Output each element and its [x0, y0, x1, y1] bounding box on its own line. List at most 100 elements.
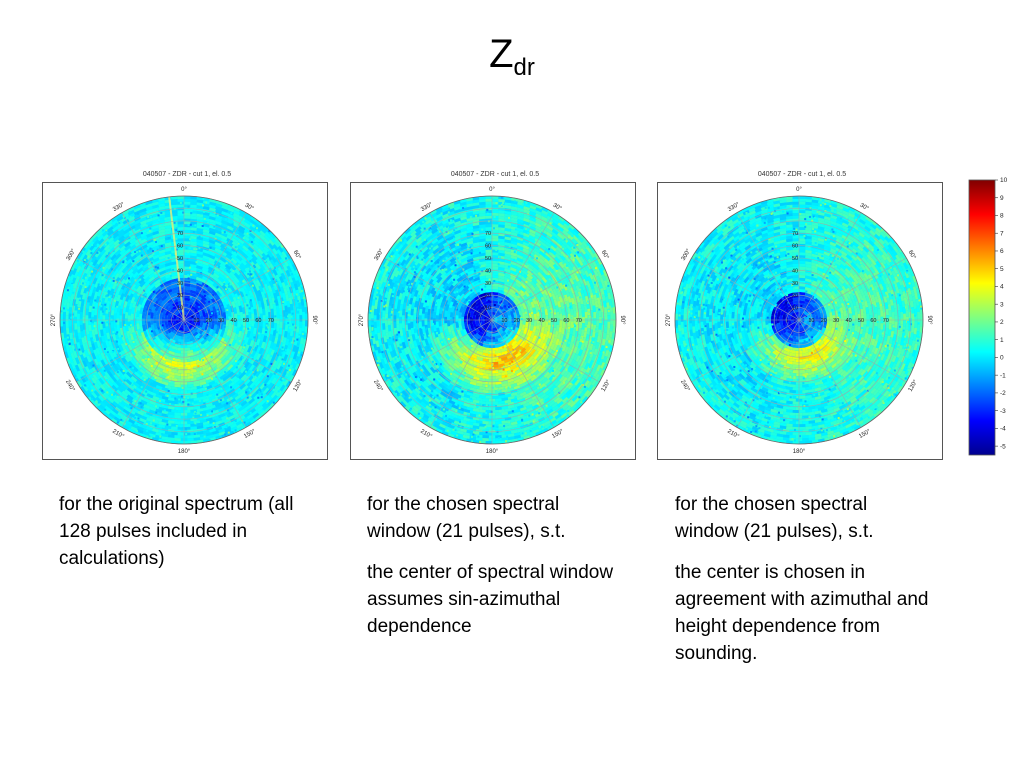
range-label-east: 70: [883, 318, 889, 324]
radar-ppi-plot-sin-azimuthal: 040507 - ZDR - cut 1, el. 0.5 10 10 20 20 30 3…: [350, 171, 636, 460]
azimuth-label: 150°: [551, 428, 565, 440]
range-label-north: 30: [177, 281, 183, 287]
azimuth-label: 330°: [727, 201, 741, 213]
azimuth-label: 300°: [66, 248, 78, 262]
azimuth-label: 180°: [793, 449, 806, 455]
range-label-east: 20: [514, 318, 520, 324]
azimuth-label: 240°: [679, 379, 691, 393]
azimuth-label: 0°: [796, 187, 802, 193]
range-label-north: 10: [177, 306, 183, 312]
colorbar-tick-label: 8: [1000, 213, 1004, 220]
radar-ppi-plot-sounding: 040507 - ZDR - cut 1, el. 0.5 10 10 20 20 30 3…: [657, 171, 943, 460]
radar-panel-sin-azimuthal: 040507 - ZDR - cut 1, el. 0.5 10 10 20 20 30 3…: [350, 166, 640, 462]
caption-sounding-text-2: the center is chosen in agreement with a…: [675, 562, 929, 664]
colorbar-tick-label: -3: [1000, 408, 1006, 415]
azimuth-label: 30°: [859, 203, 870, 213]
azimuth-label: 330°: [112, 201, 126, 213]
azimuth-label: 120°: [601, 379, 613, 393]
caption-sin-azimuthal-text-1: for the chosen spectral window (21 pulse…: [367, 494, 566, 542]
range-label-north: 60: [177, 244, 183, 250]
range-label-north: 40: [177, 268, 183, 274]
caption-sin-azimuthal: for the chosen spectral window (21 pulse…: [367, 491, 627, 654]
azimuth-label: 0°: [181, 187, 187, 193]
azimuth-label: 150°: [243, 428, 257, 440]
azimuth-label: 270°: [666, 313, 672, 326]
range-label-north: 50: [485, 256, 491, 262]
azimuth-label: 300°: [374, 248, 386, 262]
azimuth-label: 210°: [111, 429, 125, 441]
azimuth-label: 60°: [292, 250, 302, 261]
colorbar-tick-label: 6: [1000, 248, 1004, 255]
range-label-north: 10: [792, 306, 798, 312]
range-label-north: 70: [485, 231, 491, 237]
range-label-east: 40: [539, 318, 545, 324]
range-label-north: 70: [177, 231, 183, 237]
range-label-east: 20: [821, 318, 827, 324]
range-label-east: 40: [846, 318, 852, 324]
range-label-north: 10: [485, 306, 491, 312]
colorbar-tick-label: 4: [1000, 284, 1004, 291]
azimuth-label: 30°: [244, 203, 255, 213]
azimuth-label: 60°: [600, 250, 610, 261]
radar-field: [60, 196, 308, 444]
azimuth-label: 30°: [552, 203, 563, 213]
slide-title: Zdr: [0, 34, 1024, 80]
colorbar-tick-label: 9: [1000, 195, 1004, 202]
colorbar-tick-label: 10: [1000, 177, 1008, 184]
slide-title-main: Z: [489, 32, 514, 76]
colorbar-tick-label: -2: [1000, 390, 1006, 397]
azimuth-label: 270°: [359, 313, 365, 326]
polar-outer-ring: [367, 195, 617, 445]
range-label-east: 50: [243, 318, 249, 324]
range-label-north: 30: [792, 281, 798, 287]
range-label-north: 70: [792, 231, 798, 237]
range-label-east: 70: [576, 318, 582, 324]
radar-panel-original: 040507 - ZDR - cut 1, el. 0.5 10 10 20 20 30 3…: [42, 166, 332, 462]
colorbar-tick-label: 0: [1000, 355, 1004, 362]
plot-title: 040507 - ZDR - cut 1, el. 0.5: [451, 171, 539, 178]
range-label-east: 40: [231, 318, 237, 324]
azimuth-label: 90°: [926, 315, 932, 325]
azimuth-label: 180°: [486, 449, 499, 455]
azimuth-label: 300°: [681, 248, 693, 262]
azimuth-label: 90°: [619, 315, 625, 325]
range-label-east: 60: [255, 318, 261, 324]
azimuth-label: 330°: [420, 201, 434, 213]
azimuth-label: 120°: [908, 379, 920, 393]
plot-title: 040507 - ZDR - cut 1, el. 0.5: [758, 171, 846, 178]
range-label-east: 20: [206, 318, 212, 324]
caption-sin-azimuthal-text-2: the center of spectral window assumes si…: [367, 562, 614, 637]
radar-field: [368, 196, 616, 444]
range-label-north: 20: [485, 293, 491, 299]
polar-outer-ring: [674, 195, 924, 445]
range-label-east: 60: [563, 318, 569, 324]
range-label-north: 60: [485, 244, 491, 250]
range-label-east: 10: [501, 318, 507, 324]
azimuth-label: 240°: [372, 379, 384, 393]
radar-field: [675, 196, 923, 444]
colorbar: 10 9 8 7 6 5 4 3 2 1 0 -1 -2 -3 -4 -5: [963, 175, 1023, 460]
polar-outer-ring: [59, 195, 309, 445]
caption-sounding: for the chosen spectral window (21 pulse…: [675, 491, 935, 681]
colorbar-tick-label: 3: [1000, 301, 1004, 308]
radar-ppi-plot-original: 040507 - ZDR - cut 1, el. 0.5 10 10 20 20 30 3…: [42, 171, 328, 460]
caption-sounding-text-1: for the chosen spectral window (21 pulse…: [675, 494, 874, 542]
range-label-north: 50: [792, 256, 798, 262]
azimuth-label: 150°: [858, 428, 872, 440]
caption-original: for the original spectrum (all 128 pulse…: [59, 491, 319, 586]
range-label-east: 10: [193, 318, 199, 324]
azimuth-label: 120°: [293, 379, 305, 393]
colorbar-tick-label: 2: [1000, 319, 1004, 326]
range-label-north: 50: [177, 256, 183, 262]
range-label-north: 40: [792, 268, 798, 274]
azimuth-label: 210°: [726, 429, 740, 441]
colorbar-tick-label: 7: [1000, 230, 1004, 237]
azimuth-label: 210°: [419, 429, 433, 441]
range-label-east: 50: [551, 318, 557, 324]
azimuth-label: 90°: [311, 315, 317, 325]
range-label-east: 30: [833, 318, 839, 324]
range-label-north: 20: [792, 293, 798, 299]
caption-original-text: for the original spectrum (all 128 pulse…: [59, 494, 294, 569]
plot-title: 040507 - ZDR - cut 1, el. 0.5: [143, 171, 231, 178]
